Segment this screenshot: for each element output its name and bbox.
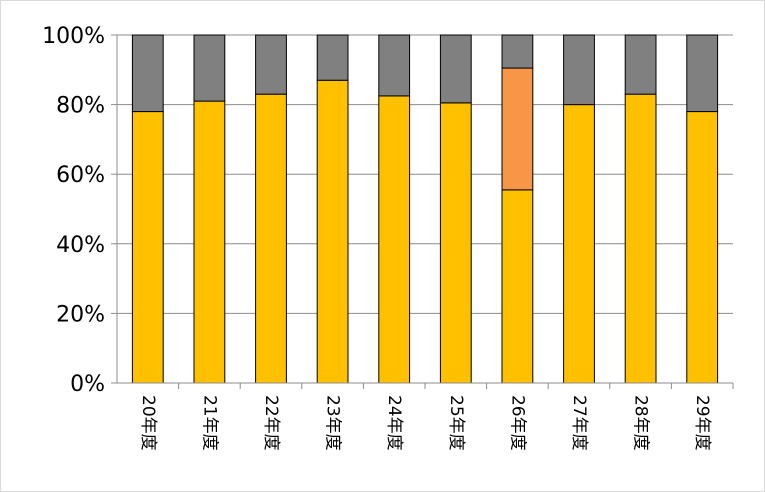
y-tick-label: 0% bbox=[70, 372, 105, 397]
bar-segment bbox=[193, 34, 226, 102]
y-tick-label: 40% bbox=[56, 233, 105, 258]
y-tick-label: 100% bbox=[42, 24, 105, 49]
x-tick-label: 25年度 bbox=[446, 395, 466, 451]
bar-segment bbox=[501, 34, 534, 69]
bars bbox=[131, 34, 719, 384]
bar-segment bbox=[131, 34, 164, 113]
bar-segment bbox=[255, 93, 287, 384]
x-tick-label: 23年度 bbox=[323, 395, 343, 451]
bar-segment bbox=[439, 34, 472, 104]
x-tick-label: 22年度 bbox=[261, 395, 281, 451]
bar-segment bbox=[624, 34, 657, 95]
x-tick-label: 20年度 bbox=[138, 395, 158, 451]
y-tick-label: 20% bbox=[56, 302, 105, 327]
y-tick-label: 80% bbox=[56, 94, 105, 119]
bar-segment bbox=[316, 79, 349, 384]
x-tick-label: 27年度 bbox=[569, 395, 589, 451]
axes bbox=[111, 34, 734, 389]
bar-segment bbox=[378, 34, 411, 97]
x-tick-label: 29年度 bbox=[692, 395, 712, 451]
y-tick-label: 60% bbox=[56, 163, 105, 188]
x-tick-label: 21年度 bbox=[199, 395, 219, 451]
x-tick-label: 26年度 bbox=[507, 395, 527, 451]
bar-segment bbox=[255, 34, 287, 95]
bar-segment bbox=[378, 95, 411, 384]
bar-segment bbox=[563, 104, 595, 384]
bar-segment bbox=[686, 111, 719, 384]
bar-segment bbox=[563, 34, 595, 106]
x-tick-label: 28年度 bbox=[631, 395, 651, 451]
y-axis-ticks: 0% 20% 40% 60% 80% 100% bbox=[42, 24, 105, 397]
x-tick-label: 24年度 bbox=[384, 395, 404, 451]
x-axis-ticks: 20年度 21年度 22年度 23年度 24年度 25年度 26年度 27年度 28年度 29年度 bbox=[138, 395, 712, 451]
bar-segment bbox=[501, 67, 534, 191]
bar-segment bbox=[501, 189, 534, 384]
bar-segment bbox=[624, 93, 657, 384]
bar-segment bbox=[439, 102, 472, 384]
bar-segment bbox=[686, 34, 719, 113]
bar-segment bbox=[131, 111, 164, 384]
bar-segment bbox=[193, 100, 226, 384]
bar-segment bbox=[316, 34, 349, 81]
